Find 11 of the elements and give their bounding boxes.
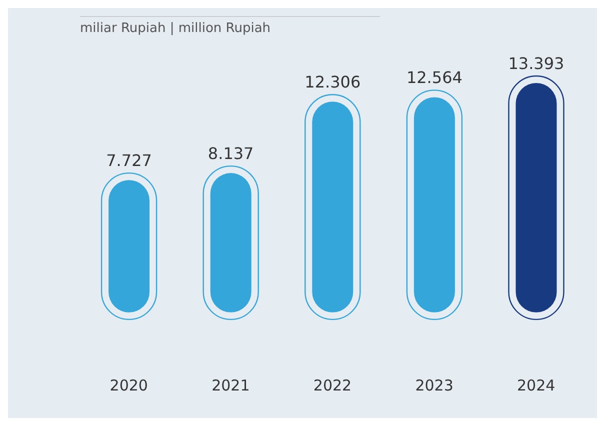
x-tick-label: 2021 [212,376,250,395]
data-label: 12.306 [304,72,361,92]
x-tick-label: 2022 [313,376,352,395]
x-tick-label: 2023 [415,376,454,395]
x-tick-label: 2020 [110,376,148,395]
data-label: 7.727 [106,151,152,170]
data-label: 13.393 [508,54,564,73]
data-label: 8.137 [208,144,254,164]
chart-title: miliar Rupiah | million Rupiah [80,16,380,36]
x-tick-label: 2024 [517,376,556,395]
data-label: 12.564 [406,68,462,88]
